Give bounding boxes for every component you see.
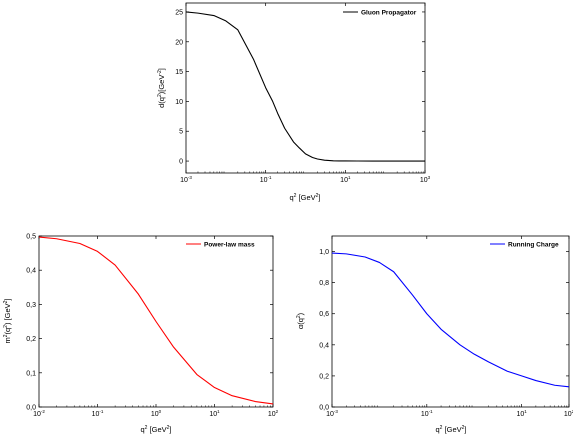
y-tick-label: 0,6 bbox=[319, 311, 329, 318]
y-tick-label: 25 bbox=[175, 9, 183, 16]
gluon-propagator-panel: 0 5 10 15 20 25 10-3 10-1 101 103 Gluon Propagat… bbox=[157, 2, 431, 202]
x-tick-label: 10-1 bbox=[260, 175, 272, 184]
y-tick-label: 0,4 bbox=[26, 268, 36, 275]
y-axis-label: d(q2)[GeV-2] bbox=[157, 68, 166, 108]
y-tick-label: 0,8 bbox=[319, 280, 329, 287]
x-tick-label: 10-1 bbox=[421, 409, 433, 418]
legend: Running Charge bbox=[490, 242, 559, 249]
x-ticks: 10-2 10-1 100 101 102 bbox=[33, 236, 279, 418]
x-tick-label: 10-3 bbox=[180, 175, 192, 184]
y-tick-label: 0,5 bbox=[26, 234, 36, 241]
x-tick-label: 10-1 bbox=[92, 409, 104, 418]
x-ticks: 10-3 10-1 101 103 bbox=[180, 3, 431, 184]
y-tick-label: 15 bbox=[175, 69, 183, 76]
running-charge-curve bbox=[331, 252, 570, 388]
legend-label: Running Charge bbox=[508, 242, 559, 249]
x-tick-label: 103 bbox=[420, 175, 431, 184]
y-tick-label: 0,2 bbox=[26, 336, 36, 343]
x-tick-label: 101 bbox=[516, 409, 527, 418]
legend: Gluon Propagator bbox=[343, 10, 417, 17]
x-tick-label: 10-3 bbox=[326, 409, 338, 418]
x-tick-label: 102 bbox=[268, 409, 279, 418]
plot-frame bbox=[331, 235, 570, 408]
y-ticks: 0,0 0,2 0,4 0,6 0,8 1,0 bbox=[319, 249, 569, 412]
x-tick-label: 101 bbox=[340, 175, 351, 184]
x-axis-label: q2 [GeV2] bbox=[289, 193, 320, 202]
legend-label: Power-law mass bbox=[204, 242, 255, 249]
y-tick-label: 0,4 bbox=[319, 342, 329, 349]
x-tick-label: 10-2 bbox=[33, 409, 45, 418]
y-tick-label: 20 bbox=[175, 39, 183, 46]
x-axis-label: q2 [GeV2] bbox=[435, 425, 466, 434]
x-tick-label: 100 bbox=[151, 409, 162, 418]
y-tick-label: 5 bbox=[179, 129, 183, 136]
y-tick-label: 10 bbox=[175, 99, 183, 106]
running-charge-panel: 0,0 0,2 0,4 0,6 0,8 1,0 10-3 10-1 101 102 Runnin… bbox=[296, 235, 573, 434]
x-axis-label: q2 [GeV2] bbox=[140, 425, 171, 434]
y-tick-label: 0,3 bbox=[26, 302, 36, 309]
legend: Power-law mass bbox=[186, 242, 255, 249]
power-law-mass-curve bbox=[38, 236, 274, 405]
y-tick-label: 0,0 bbox=[319, 405, 329, 412]
x-ticks: 10-3 10-1 101 102 bbox=[326, 236, 573, 418]
y-tick-label: 0,2 bbox=[319, 373, 329, 380]
gluon-propagator-curve bbox=[185, 11, 425, 162]
y-tick-label: 1,0 bbox=[319, 249, 329, 256]
y-axis-label: m2(q2) [GeV2] bbox=[3, 298, 12, 343]
y-ticks: 0,0 0,1 0,2 0,3 0,4 0,5 bbox=[26, 234, 273, 412]
power-law-mass-panel: 0,0 0,1 0,2 0,3 0,4 0,5 10-2 10-1 100 101 102 Pow… bbox=[3, 234, 279, 435]
plot-frame bbox=[185, 2, 426, 174]
y-tick-label: 0,1 bbox=[26, 370, 36, 377]
y-axis-label: α(q2) bbox=[296, 312, 305, 329]
x-tick-label: 102 bbox=[564, 409, 573, 418]
x-tick-label: 101 bbox=[209, 409, 220, 418]
y-ticks: 0 5 10 15 20 25 bbox=[175, 9, 425, 166]
y-tick-label: 0 bbox=[179, 159, 183, 166]
y-tick-label: 0,0 bbox=[26, 405, 36, 412]
legend-label: Gluon Propagator bbox=[361, 10, 417, 17]
